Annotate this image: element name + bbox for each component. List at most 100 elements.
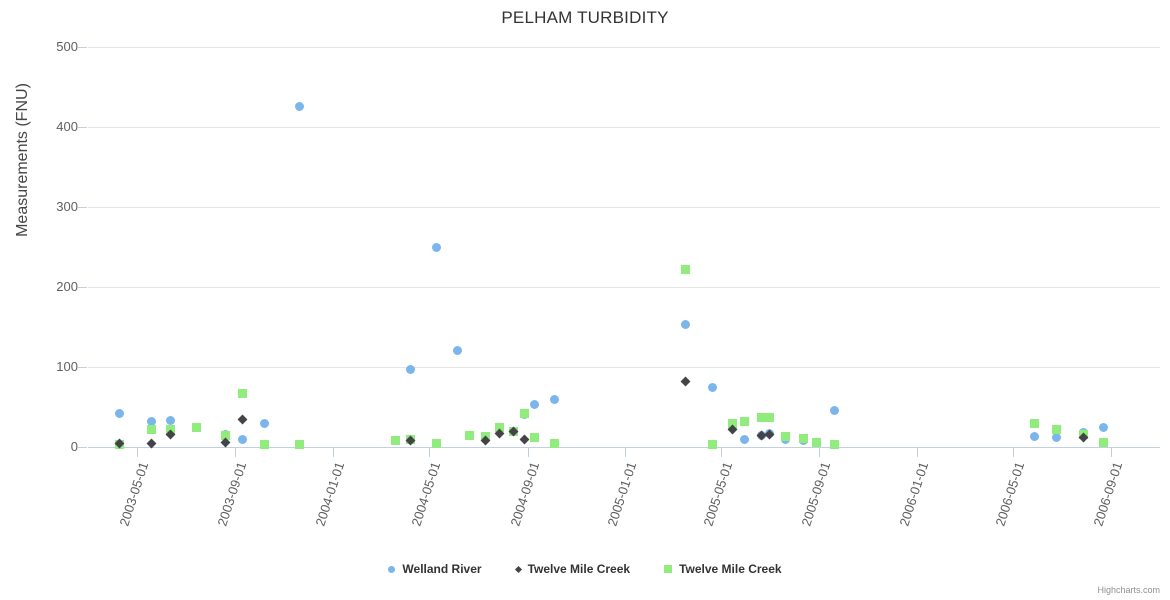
data-point[interactable] (798, 436, 808, 446)
x-axis-tick-mark (429, 448, 431, 457)
data-point[interactable] (508, 426, 519, 436)
data-point[interactable] (1078, 429, 1088, 439)
x-axis-tick-label: 2005-01-01 (604, 460, 640, 528)
data-point[interactable] (1052, 432, 1062, 442)
data-point[interactable] (681, 264, 691, 274)
data-point[interactable] (220, 429, 230, 439)
data-point[interactable] (237, 414, 248, 424)
data-point[interactable] (756, 430, 767, 440)
data-point[interactable] (237, 434, 247, 444)
data-point[interactable] (1078, 428, 1088, 438)
y-axis-tick-label: 400 (56, 119, 78, 134)
y-axis-tick-label: 500 (56, 39, 78, 54)
data-point[interactable] (727, 418, 737, 428)
data-point[interactable] (147, 416, 157, 426)
x-axis-tick-mark (625, 448, 627, 457)
x-axis-line (88, 447, 1160, 448)
data-point[interactable] (192, 423, 202, 433)
data-point[interactable] (764, 412, 774, 422)
x-axis-tick-label: 2006-05-01 (992, 460, 1028, 528)
data-point[interactable] (1029, 418, 1039, 428)
data-point[interactable] (508, 427, 518, 437)
data-point[interactable] (1098, 437, 1108, 447)
x-axis-tick-label: 2003-05-01 (116, 460, 152, 528)
data-point[interactable] (811, 437, 821, 447)
data-point[interactable] (432, 242, 442, 252)
x-axis-tick-mark (1012, 448, 1014, 457)
data-point[interactable] (530, 400, 540, 410)
data-point[interactable] (494, 428, 505, 439)
data-point[interactable] (830, 405, 840, 415)
data-point[interactable] (519, 408, 529, 418)
data-point[interactable] (495, 424, 505, 434)
y-axis-tick-label: 300 (56, 199, 78, 214)
data-point[interactable] (764, 429, 775, 440)
data-point[interactable] (519, 434, 530, 445)
chart-title: PELHAM TURBIDITY (501, 8, 669, 27)
data-point[interactable] (192, 422, 202, 432)
data-point[interactable] (464, 431, 474, 441)
x-axis-tick-label: 2004-05-01 (408, 460, 444, 528)
highcharts-credit[interactable]: Highcharts.com (1097, 585, 1160, 595)
data-point[interactable] (147, 424, 157, 434)
data-point[interactable] (452, 345, 462, 355)
legend: Welland River Twelve Mile Creek Twelve Mil… (0, 562, 1170, 576)
x-axis-tick-mark (916, 448, 918, 457)
data-point[interactable] (1098, 423, 1108, 433)
y-axis: 0 100 200 300 400 500 (0, 39, 87, 454)
data-point[interactable] (480, 435, 491, 446)
x-axis-tick-mark (136, 448, 138, 457)
data-point[interactable] (237, 388, 247, 398)
data-point[interactable] (220, 437, 231, 448)
data-point[interactable] (550, 394, 560, 404)
data-point[interactable] (707, 382, 717, 392)
legend-item-1[interactable]: Welland River (388, 562, 482, 576)
legend-marker-circle-icon (388, 565, 396, 573)
data-point[interactable] (480, 432, 490, 442)
data-point[interactable] (1078, 432, 1089, 443)
data-point[interactable] (1052, 424, 1062, 434)
data-point[interactable] (530, 432, 540, 442)
data-point[interactable] (739, 434, 749, 444)
data-point[interactable] (1029, 432, 1039, 442)
data-point[interactable] (391, 436, 401, 446)
data-point[interactable] (165, 416, 175, 426)
gridline (88, 367, 1160, 368)
data-point[interactable] (756, 412, 766, 422)
data-point[interactable] (756, 431, 766, 441)
data-point[interactable] (495, 423, 505, 433)
y-axis-tick-label: 0 (70, 439, 78, 454)
data-point[interactable] (165, 424, 175, 434)
data-point[interactable] (480, 432, 490, 442)
data-point[interactable] (727, 424, 738, 435)
data-point[interactable] (260, 419, 270, 429)
legend-marker-diamond-icon (514, 565, 522, 573)
data-point[interactable] (220, 431, 230, 441)
data-point[interactable] (727, 422, 737, 432)
data-point[interactable] (508, 427, 518, 437)
x-axis-tick-mark (527, 448, 529, 457)
gridline (88, 287, 1160, 288)
data-point[interactable] (739, 416, 749, 426)
data-point[interactable] (294, 101, 304, 111)
data-point[interactable] (780, 435, 790, 445)
data-point[interactable] (780, 432, 790, 442)
legend-item-3[interactable]: Twelve Mile Creek (664, 562, 782, 576)
data-point[interactable] (798, 433, 808, 443)
x-axis-tick-mark (332, 448, 334, 457)
data-point[interactable] (115, 408, 125, 418)
legend-item-label: Twelve Mile Creek (679, 562, 782, 576)
data-point[interactable] (406, 435, 416, 445)
legend-item-label: Twelve Mile Creek (527, 562, 631, 576)
data-point[interactable] (406, 435, 416, 446)
gridline (88, 127, 1160, 128)
data-point[interactable] (764, 428, 774, 438)
data-point[interactable] (165, 429, 176, 440)
data-point[interactable] (519, 409, 529, 419)
data-point[interactable] (681, 376, 691, 387)
x-axis-tick-label: 2006-01-01 (896, 460, 932, 528)
legend-item-2[interactable]: Twelve Mile Creek (514, 562, 631, 576)
plot-area (88, 47, 1160, 450)
data-point[interactable] (681, 320, 691, 330)
